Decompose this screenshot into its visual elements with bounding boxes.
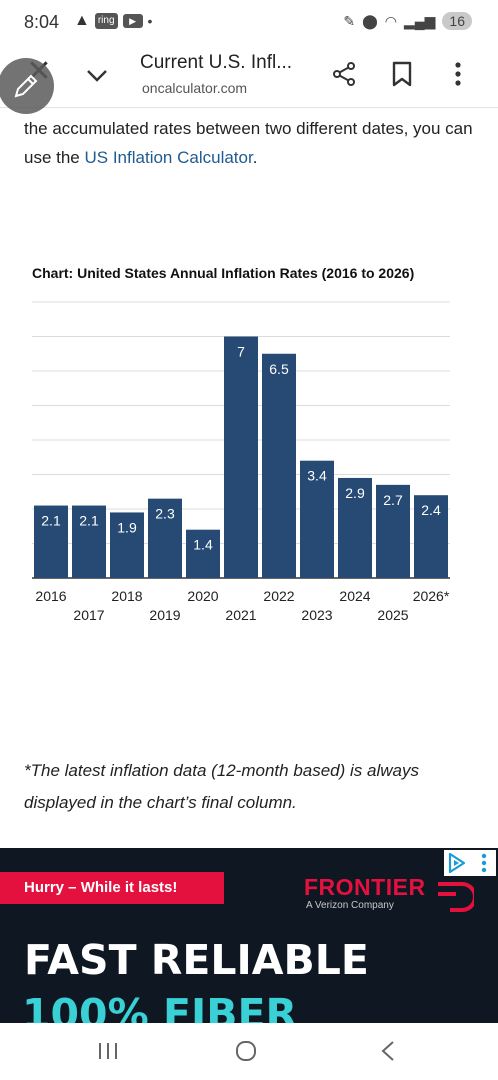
- system-icons: ✎ ⬤ ◠ ▂▄▆ 16: [343, 12, 472, 30]
- bar-2020: [186, 529, 220, 578]
- location-icon: ⬤: [362, 12, 378, 29]
- tick-label-2023: 2023: [301, 607, 332, 623]
- tick-label-2022: 2022: [263, 588, 294, 604]
- bar-2024: [338, 477, 372, 578]
- data-label-2024: 2.9: [345, 485, 365, 501]
- share-icon[interactable]: [330, 60, 358, 88]
- wifi-icon: ◠: [384, 12, 397, 29]
- tick-label-2018: 2018: [111, 588, 142, 604]
- back-icon[interactable]: [378, 1039, 398, 1063]
- more-vert-icon[interactable]: [448, 60, 468, 88]
- notification-icons: ▲ ring ▶ •: [74, 13, 152, 29]
- intro-text: the accumulated rates between two differ…: [24, 119, 473, 167]
- tick-label-2016: 2016: [35, 588, 66, 604]
- ad-headline-2: 100% FIBER: [22, 990, 298, 1023]
- intro-paragraph: the accumulated rates between two differ…: [24, 114, 484, 172]
- status-time: 8:04: [24, 12, 60, 32]
- battery-badge: 16: [442, 12, 472, 30]
- bar-2019: [148, 498, 182, 578]
- tick-label-2024: 2024: [339, 588, 370, 604]
- pen-icon: ✎: [343, 12, 356, 29]
- chart-title: Chart: United States Annual Inflation Ra…: [32, 265, 415, 281]
- inflation-bar-chart: 2.1 2016 2.1 2017 1.9 2018 2.3 2019 1.4 2020 7 2021…: [32, 301, 450, 623]
- data-label-2016: 2.1: [41, 513, 61, 529]
- bar-2026*: [414, 495, 448, 578]
- page-title: Current U.S. Infl...: [140, 52, 293, 73]
- data-label-2017: 2.1: [79, 513, 99, 529]
- data-label-2019: 2.3: [155, 506, 175, 522]
- bar-2016: [34, 505, 68, 578]
- data-label-2022: 6.5: [269, 361, 289, 377]
- edit-fab-button[interactable]: [0, 58, 54, 114]
- ring-app-icon: ring: [94, 13, 118, 29]
- bookmark-icon[interactable]: [390, 60, 414, 88]
- status-bar: 8:04 ▲ ring ▶ • ✎ ⬤ ◠ ▂▄▆ 16: [0, 0, 498, 44]
- adchoices-icon[interactable]: [444, 850, 496, 876]
- advertisement[interactable]: Hurry – While it lasts! FRONTIER A Veriz…: [0, 848, 498, 1023]
- data-label-2025: 2.7: [383, 492, 403, 508]
- youtube-icon: ▶: [122, 14, 143, 28]
- browser-toolbar: ✕ Current U.S. Infl... oncalculator.com: [0, 44, 498, 108]
- recents-icon[interactable]: [96, 1041, 120, 1061]
- tick-label-2017: 2017: [73, 607, 104, 623]
- data-label-2021: 7: [237, 344, 245, 360]
- us-inflation-calculator-link[interactable]: US Inflation Calculator: [84, 148, 253, 167]
- chevron-down-icon[interactable]: [84, 64, 110, 88]
- data-label-2023: 3.4: [307, 468, 327, 484]
- bar-2021: [224, 336, 258, 578]
- bar-2025: [376, 484, 410, 578]
- tick-label-2021: 2021: [225, 607, 256, 623]
- tick-label-2026*: 2026*: [413, 588, 450, 604]
- ad-headline: FAST RELIABLE: [24, 936, 369, 984]
- signal-icon: ▂▄▆: [403, 12, 436, 29]
- data-label-2026*: 2.4: [421, 502, 441, 518]
- home-icon[interactable]: [234, 1039, 258, 1063]
- warning-icon: ▲: [74, 12, 90, 29]
- more-notifications-icon: •: [147, 13, 153, 29]
- data-label-2020: 1.4: [193, 537, 213, 553]
- tick-label-2025: 2025: [377, 607, 408, 623]
- ad-choices[interactable]: [444, 850, 496, 876]
- pencil-icon: [14, 74, 38, 98]
- bar-2023: [300, 460, 334, 578]
- bar-2017: [72, 505, 106, 578]
- chart-footnote: *The latest inflation data (12-month bas…: [24, 761, 419, 812]
- bar-2018: [110, 512, 144, 578]
- data-label-2018: 1.9: [117, 519, 137, 535]
- system-nav-bar: [0, 1023, 498, 1080]
- bar-2022: [262, 353, 296, 578]
- tick-label-2019: 2019: [149, 607, 180, 623]
- intro-end: .: [252, 148, 258, 167]
- ad-banner: Hurry – While it lasts!: [0, 872, 224, 904]
- ad-brand: FRONTIER: [304, 874, 426, 900]
- tick-label-2020: 2020: [187, 588, 218, 604]
- page-url: oncalculator.com: [142, 80, 248, 96]
- ad-brand-sub: A Verizon Company: [306, 900, 394, 911]
- frontier-logo-icon: [438, 882, 474, 912]
